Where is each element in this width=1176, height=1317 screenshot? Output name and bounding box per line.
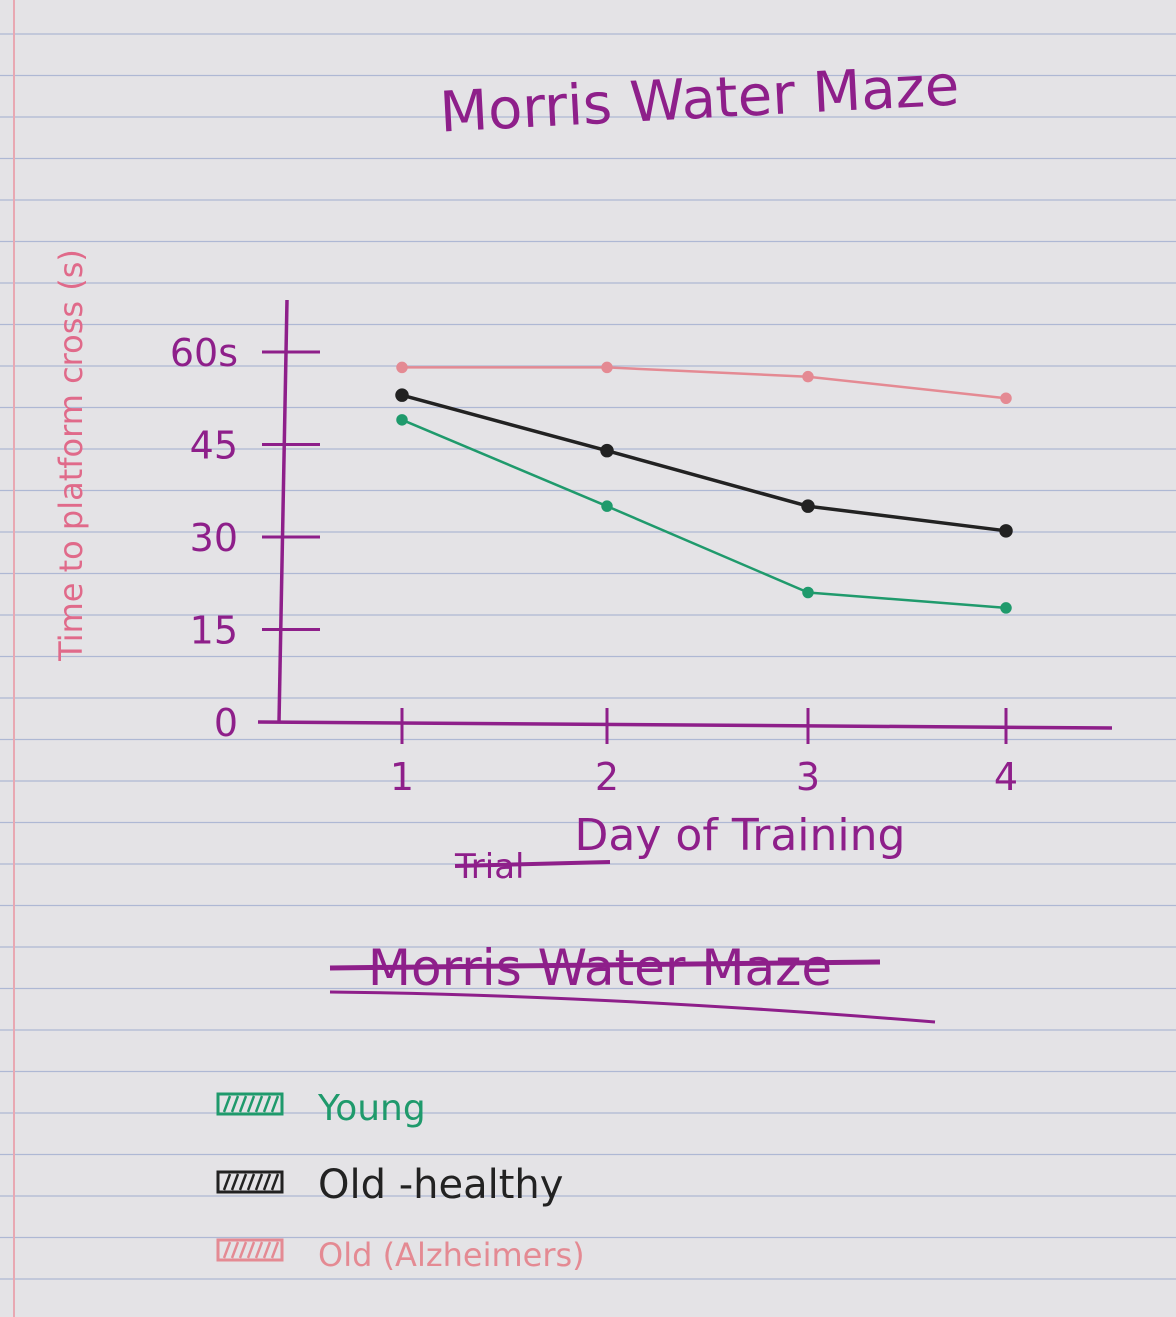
data-point <box>802 586 814 599</box>
legend-item: Young <box>216 1088 426 1129</box>
legend-swatch <box>216 1170 284 1194</box>
axes <box>257 299 1113 730</box>
data-point <box>1000 602 1012 614</box>
y-ticks: 0 15 30 45 60s <box>170 331 320 745</box>
legend: Young Old -healthy Old (Alzheimers) <box>216 1088 585 1274</box>
legend-item: Old (Alzheimers) <box>216 1236 585 1274</box>
maze-underline <box>329 990 936 1024</box>
y-tick-label: 15 <box>190 609 238 653</box>
x-tick-label: 3 <box>796 755 820 799</box>
x-tick-label: 1 <box>390 755 414 799</box>
y-axis-label: Time to platform cross (s) <box>52 249 90 662</box>
y-tick-label: 60s <box>170 331 238 375</box>
x-axis-label: Day of Training <box>575 810 906 861</box>
data-point <box>999 524 1013 538</box>
x-axis-line <box>257 720 1113 730</box>
series-line <box>401 393 1007 533</box>
data-point <box>601 500 613 512</box>
data-point <box>395 388 409 402</box>
legend-label: Young <box>317 1088 426 1129</box>
notebook-rule-lines <box>0 33 1176 1280</box>
x-tick-label: 4 <box>994 755 1018 799</box>
data-point <box>601 361 613 374</box>
data-point <box>396 414 408 426</box>
y-tick-label: 45 <box>190 424 238 468</box>
series-1 <box>395 388 1013 538</box>
series-layer <box>395 361 1013 614</box>
y-axis-line <box>277 299 289 723</box>
maze-strike <box>329 959 881 971</box>
series-2 <box>396 361 1012 404</box>
data-point <box>1000 392 1012 404</box>
legend-label: Old -healthy <box>318 1162 563 1208</box>
legend-item: Old -healthy <box>216 1162 563 1208</box>
legend-swatch <box>216 1092 284 1116</box>
legend-label: Old (Alzheimers) <box>318 1236 585 1274</box>
trial-strike <box>454 860 611 868</box>
series-line <box>402 366 1007 400</box>
data-point <box>802 370 814 383</box>
y-tick-label: 0 <box>214 701 238 745</box>
x-tick-label: 2 <box>595 755 619 799</box>
x-ticks: 1 2 3 4 <box>390 708 1018 799</box>
data-point <box>396 361 408 374</box>
data-point <box>801 499 815 513</box>
series-line <box>401 418 1007 610</box>
data-point <box>600 443 614 458</box>
legend-swatch <box>216 1238 284 1262</box>
series-0 <box>396 414 1012 614</box>
y-tick-label: 30 <box>190 516 238 560</box>
chart-title: Morris Water Maze <box>438 53 961 145</box>
